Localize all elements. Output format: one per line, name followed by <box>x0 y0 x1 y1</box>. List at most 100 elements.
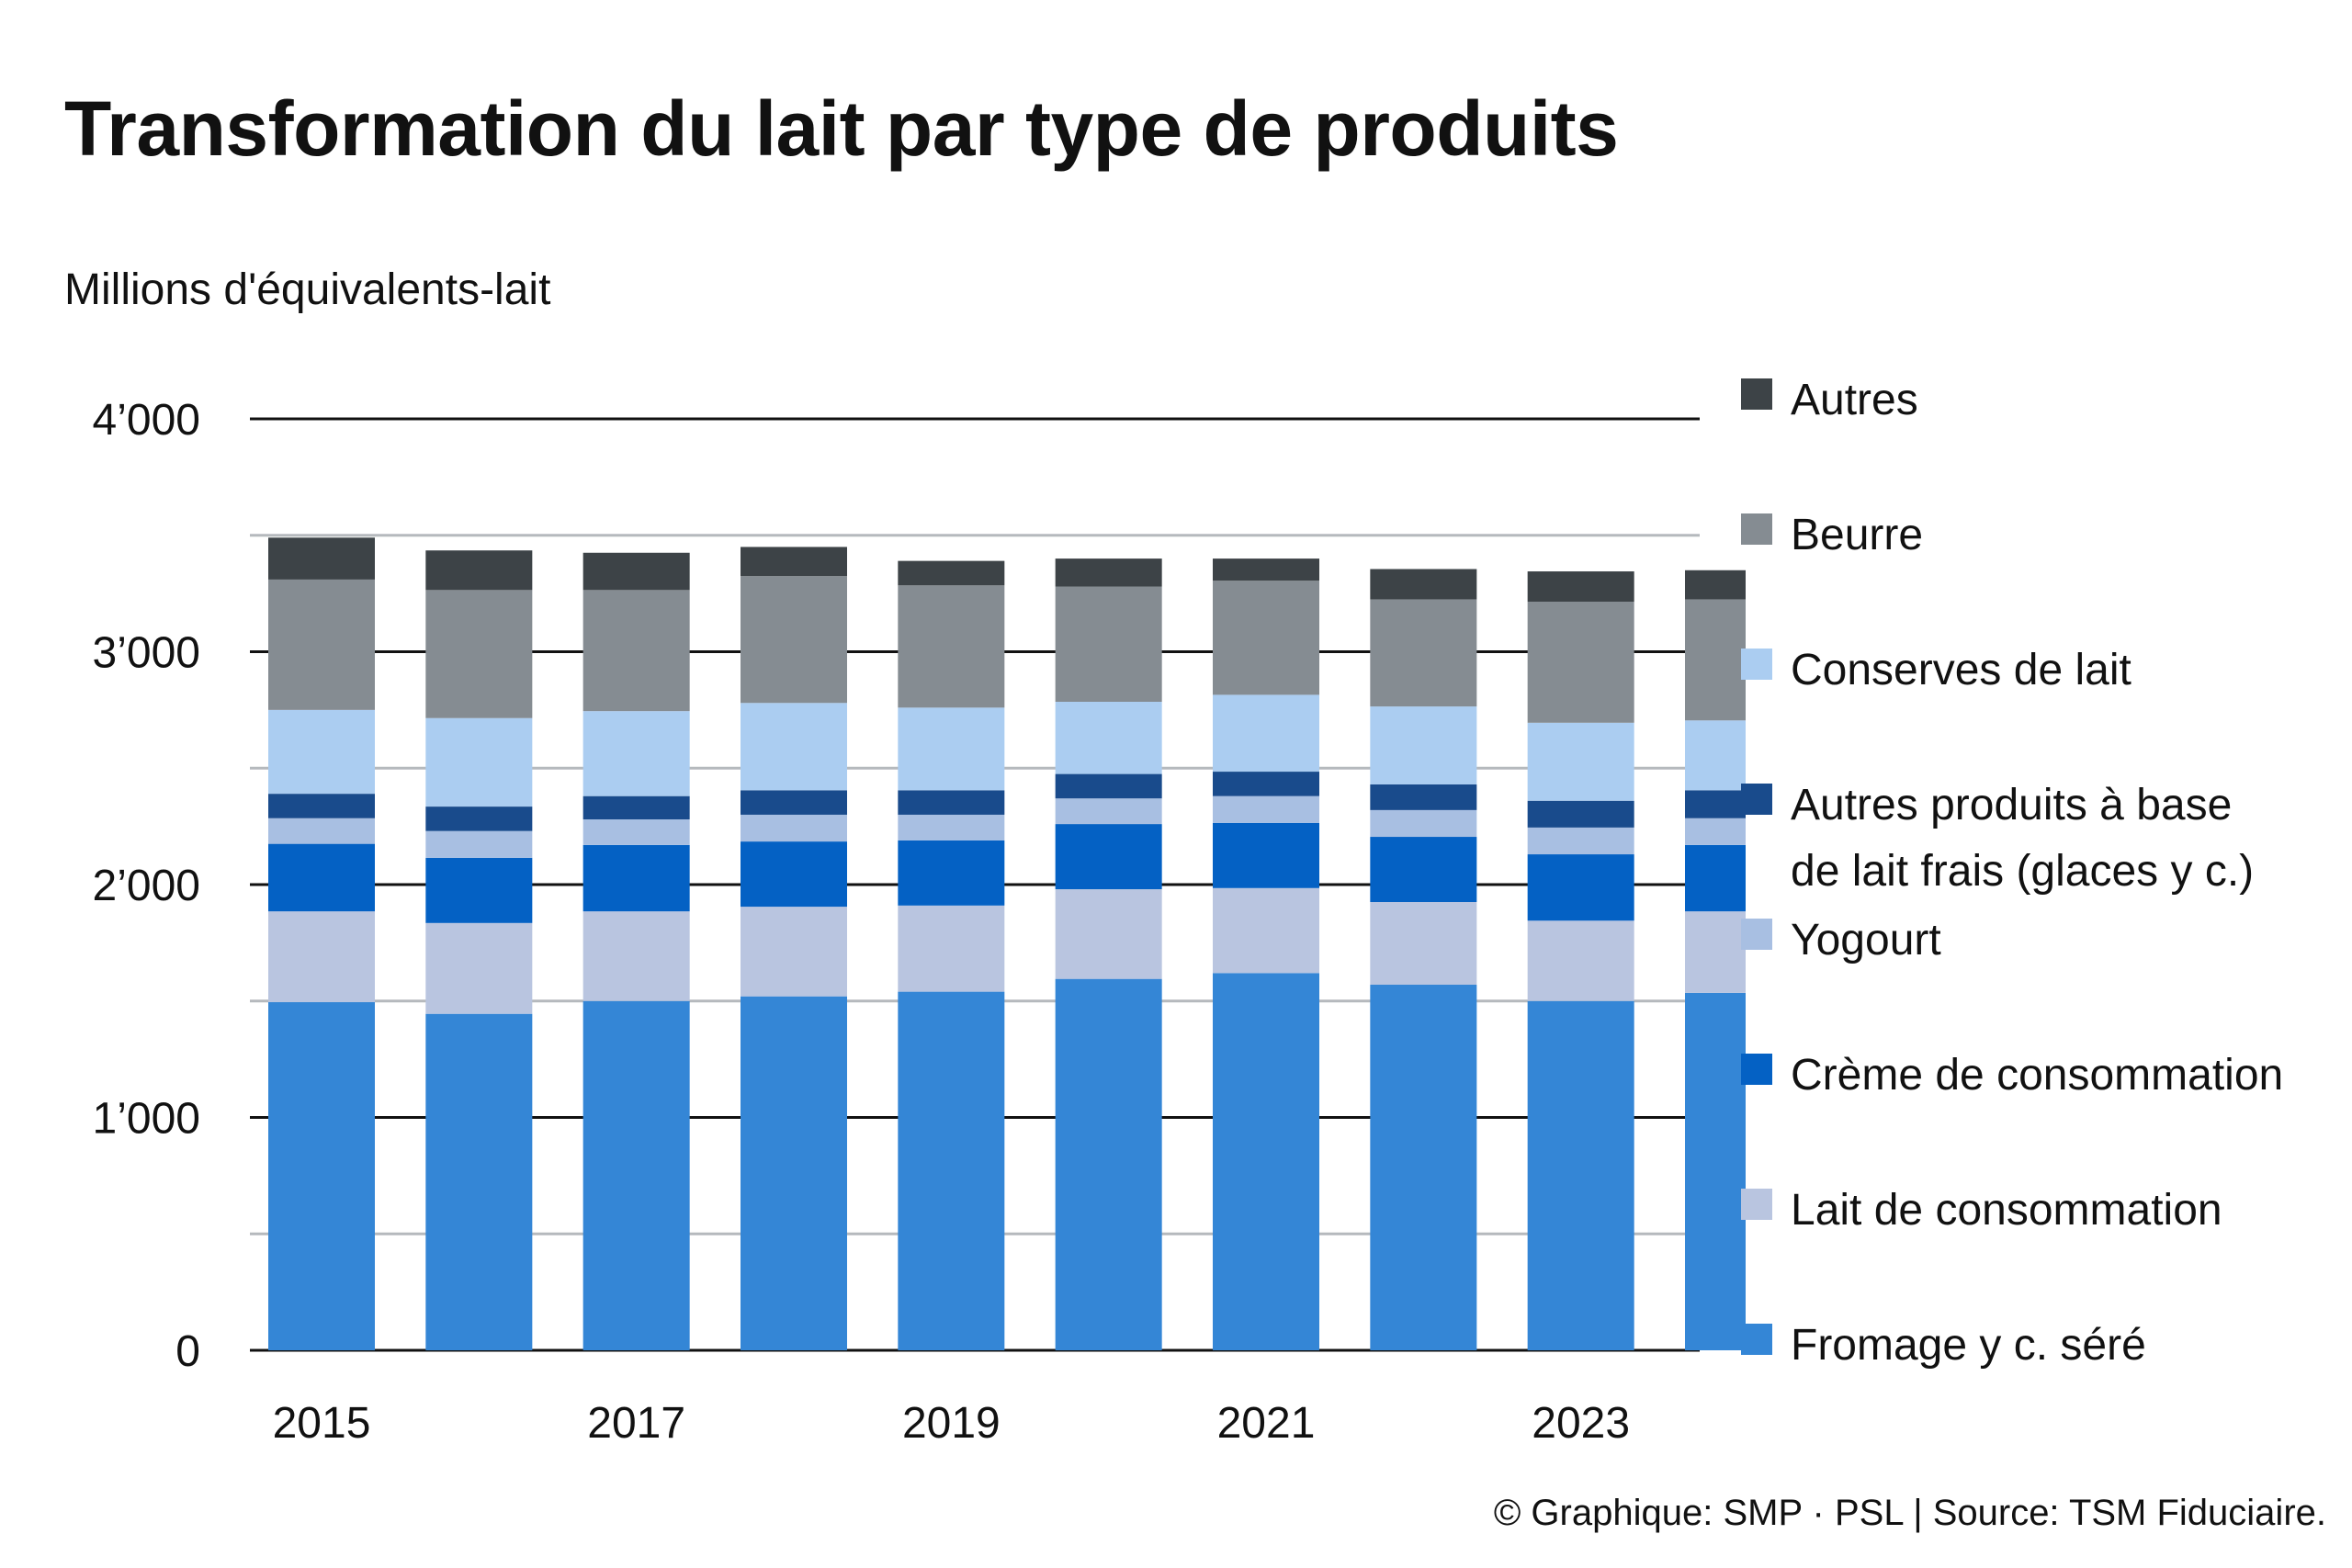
bar-segment <box>741 703 847 791</box>
bar-segment <box>268 843 375 912</box>
bar-segment <box>1055 889 1162 979</box>
bar-segment <box>425 590 533 718</box>
bar-segment <box>741 907 847 997</box>
bar-segment <box>1527 920 1634 1001</box>
bar-segment <box>741 790 847 815</box>
legend-label: Autres <box>1791 376 1918 424</box>
bar-segment <box>1527 1000 1634 1350</box>
legend-item: Autres <box>1741 367 1918 434</box>
bar-segment <box>741 547 847 577</box>
legend-label: Fromage y c. séré <box>1791 1321 2146 1370</box>
bar-segment <box>741 996 847 1350</box>
legend-swatch <box>1741 919 1772 950</box>
bar-segment <box>1055 702 1162 774</box>
bar-segment <box>425 807 533 831</box>
legend-swatch <box>1741 513 1772 545</box>
bar-segment <box>1213 772 1319 796</box>
y-tick-label: 3’000 <box>93 629 200 678</box>
bar-segment <box>1685 818 1746 845</box>
bar-segment <box>582 844 690 912</box>
legend-swatch <box>1741 1324 1772 1355</box>
bar-segment <box>1370 985 1477 1350</box>
bar-segment <box>268 709 375 795</box>
bar-segment <box>425 857 533 923</box>
y-axis-unit-label: Millions d'équivalents-lait <box>64 265 551 314</box>
bar-segment <box>1055 824 1162 890</box>
bar-segment <box>582 911 690 1001</box>
bar-segment <box>1055 798 1162 825</box>
bar-segment <box>1213 822 1319 888</box>
bar-segment <box>1370 902 1477 986</box>
bar-segment <box>741 576 847 704</box>
bar-segment <box>268 537 375 580</box>
legend-swatch <box>1741 378 1772 410</box>
bar-segment <box>268 1002 375 1350</box>
y-tick-label: 0 <box>175 1327 200 1376</box>
bar-segment <box>1685 844 1746 912</box>
bar-segment <box>425 550 533 591</box>
bar-segment <box>1527 571 1634 602</box>
legend-label: Autres produits à base de lait frais (gla… <box>1791 781 2255 896</box>
bar-segment <box>898 790 1005 815</box>
bar-segment <box>268 818 375 844</box>
bar-segment <box>425 717 533 807</box>
legend-item: Conserves de lait <box>1741 637 2132 704</box>
bar-segment <box>1685 992 1746 1350</box>
chart-legend: Autres Beurre Conserves de lait Autres prod… <box>1741 367 2347 1424</box>
bar-segment <box>1527 722 1634 801</box>
bar-segment <box>425 830 533 858</box>
bar-segment <box>1685 790 1746 818</box>
bar-segment <box>741 841 847 908</box>
y-tick-label: 4’000 <box>93 396 200 445</box>
bar-segment <box>425 1013 533 1350</box>
bar-segment <box>1213 558 1319 581</box>
legend-label: Crème de consommation <box>1791 1051 2284 1100</box>
bar-segment <box>1055 773 1162 799</box>
bar-segment <box>741 814 847 842</box>
x-tick-label: 2023 <box>1532 1399 1630 1448</box>
bar-segment <box>1370 837 1477 903</box>
x-tick-label: 2021 <box>1217 1399 1316 1448</box>
legend-swatch <box>1741 1189 1772 1220</box>
bar-segment <box>1685 911 1746 993</box>
chart-title: Transformation du lait par type de produ… <box>64 85 1619 172</box>
legend-item: Lait de consommation <box>1741 1178 2222 1244</box>
bar-segment <box>582 711 690 796</box>
bar-segment <box>1213 694 1319 773</box>
bar-segment <box>425 922 533 1014</box>
y-tick-label: 1’000 <box>93 1095 200 1144</box>
bar-segment <box>582 590 690 712</box>
bar-segment <box>898 585 1005 708</box>
bar-segment <box>1370 809 1477 838</box>
legend-item: Beurre <box>1741 502 1923 569</box>
bar-segment <box>582 1000 690 1350</box>
legend-item: Yogourt <box>1741 908 1941 974</box>
x-tick-label: 2015 <box>273 1399 371 1448</box>
bar-segment <box>582 552 690 591</box>
bar-segment <box>1213 887 1319 974</box>
bar-segment <box>898 560 1005 586</box>
bar-segment <box>1370 599 1477 707</box>
bar-segment <box>1213 581 1319 695</box>
x-tick-label: 2019 <box>902 1399 1001 1448</box>
bar-segment <box>1213 973 1319 1350</box>
source-note: © Graphique: SMP · PSL | Source: TSM Fid… <box>1493 1493 2326 1533</box>
bar-segment <box>1055 558 1162 587</box>
bar-segment <box>1370 784 1477 810</box>
y-tick-label: 2’000 <box>93 862 200 910</box>
legend-label: Yogourt <box>1791 916 1941 964</box>
bar-segment <box>898 840 1005 906</box>
bar-segment <box>1527 854 1634 921</box>
legend-swatch <box>1741 1054 1772 1085</box>
bar-segment <box>1685 720 1746 791</box>
x-tick-label: 2017 <box>587 1399 685 1448</box>
bar-segment <box>268 579 375 710</box>
bar-segment <box>898 707 1005 791</box>
legend-label: Beurre <box>1791 511 1924 559</box>
bar-segment <box>1370 569 1477 600</box>
bar-segment <box>582 795 690 820</box>
legend-label: Lait de consommation <box>1791 1186 2222 1235</box>
legend-item: Crème de consommation <box>1741 1043 2283 1109</box>
bar-segment <box>1527 800 1634 828</box>
bar-segment <box>1055 978 1162 1350</box>
